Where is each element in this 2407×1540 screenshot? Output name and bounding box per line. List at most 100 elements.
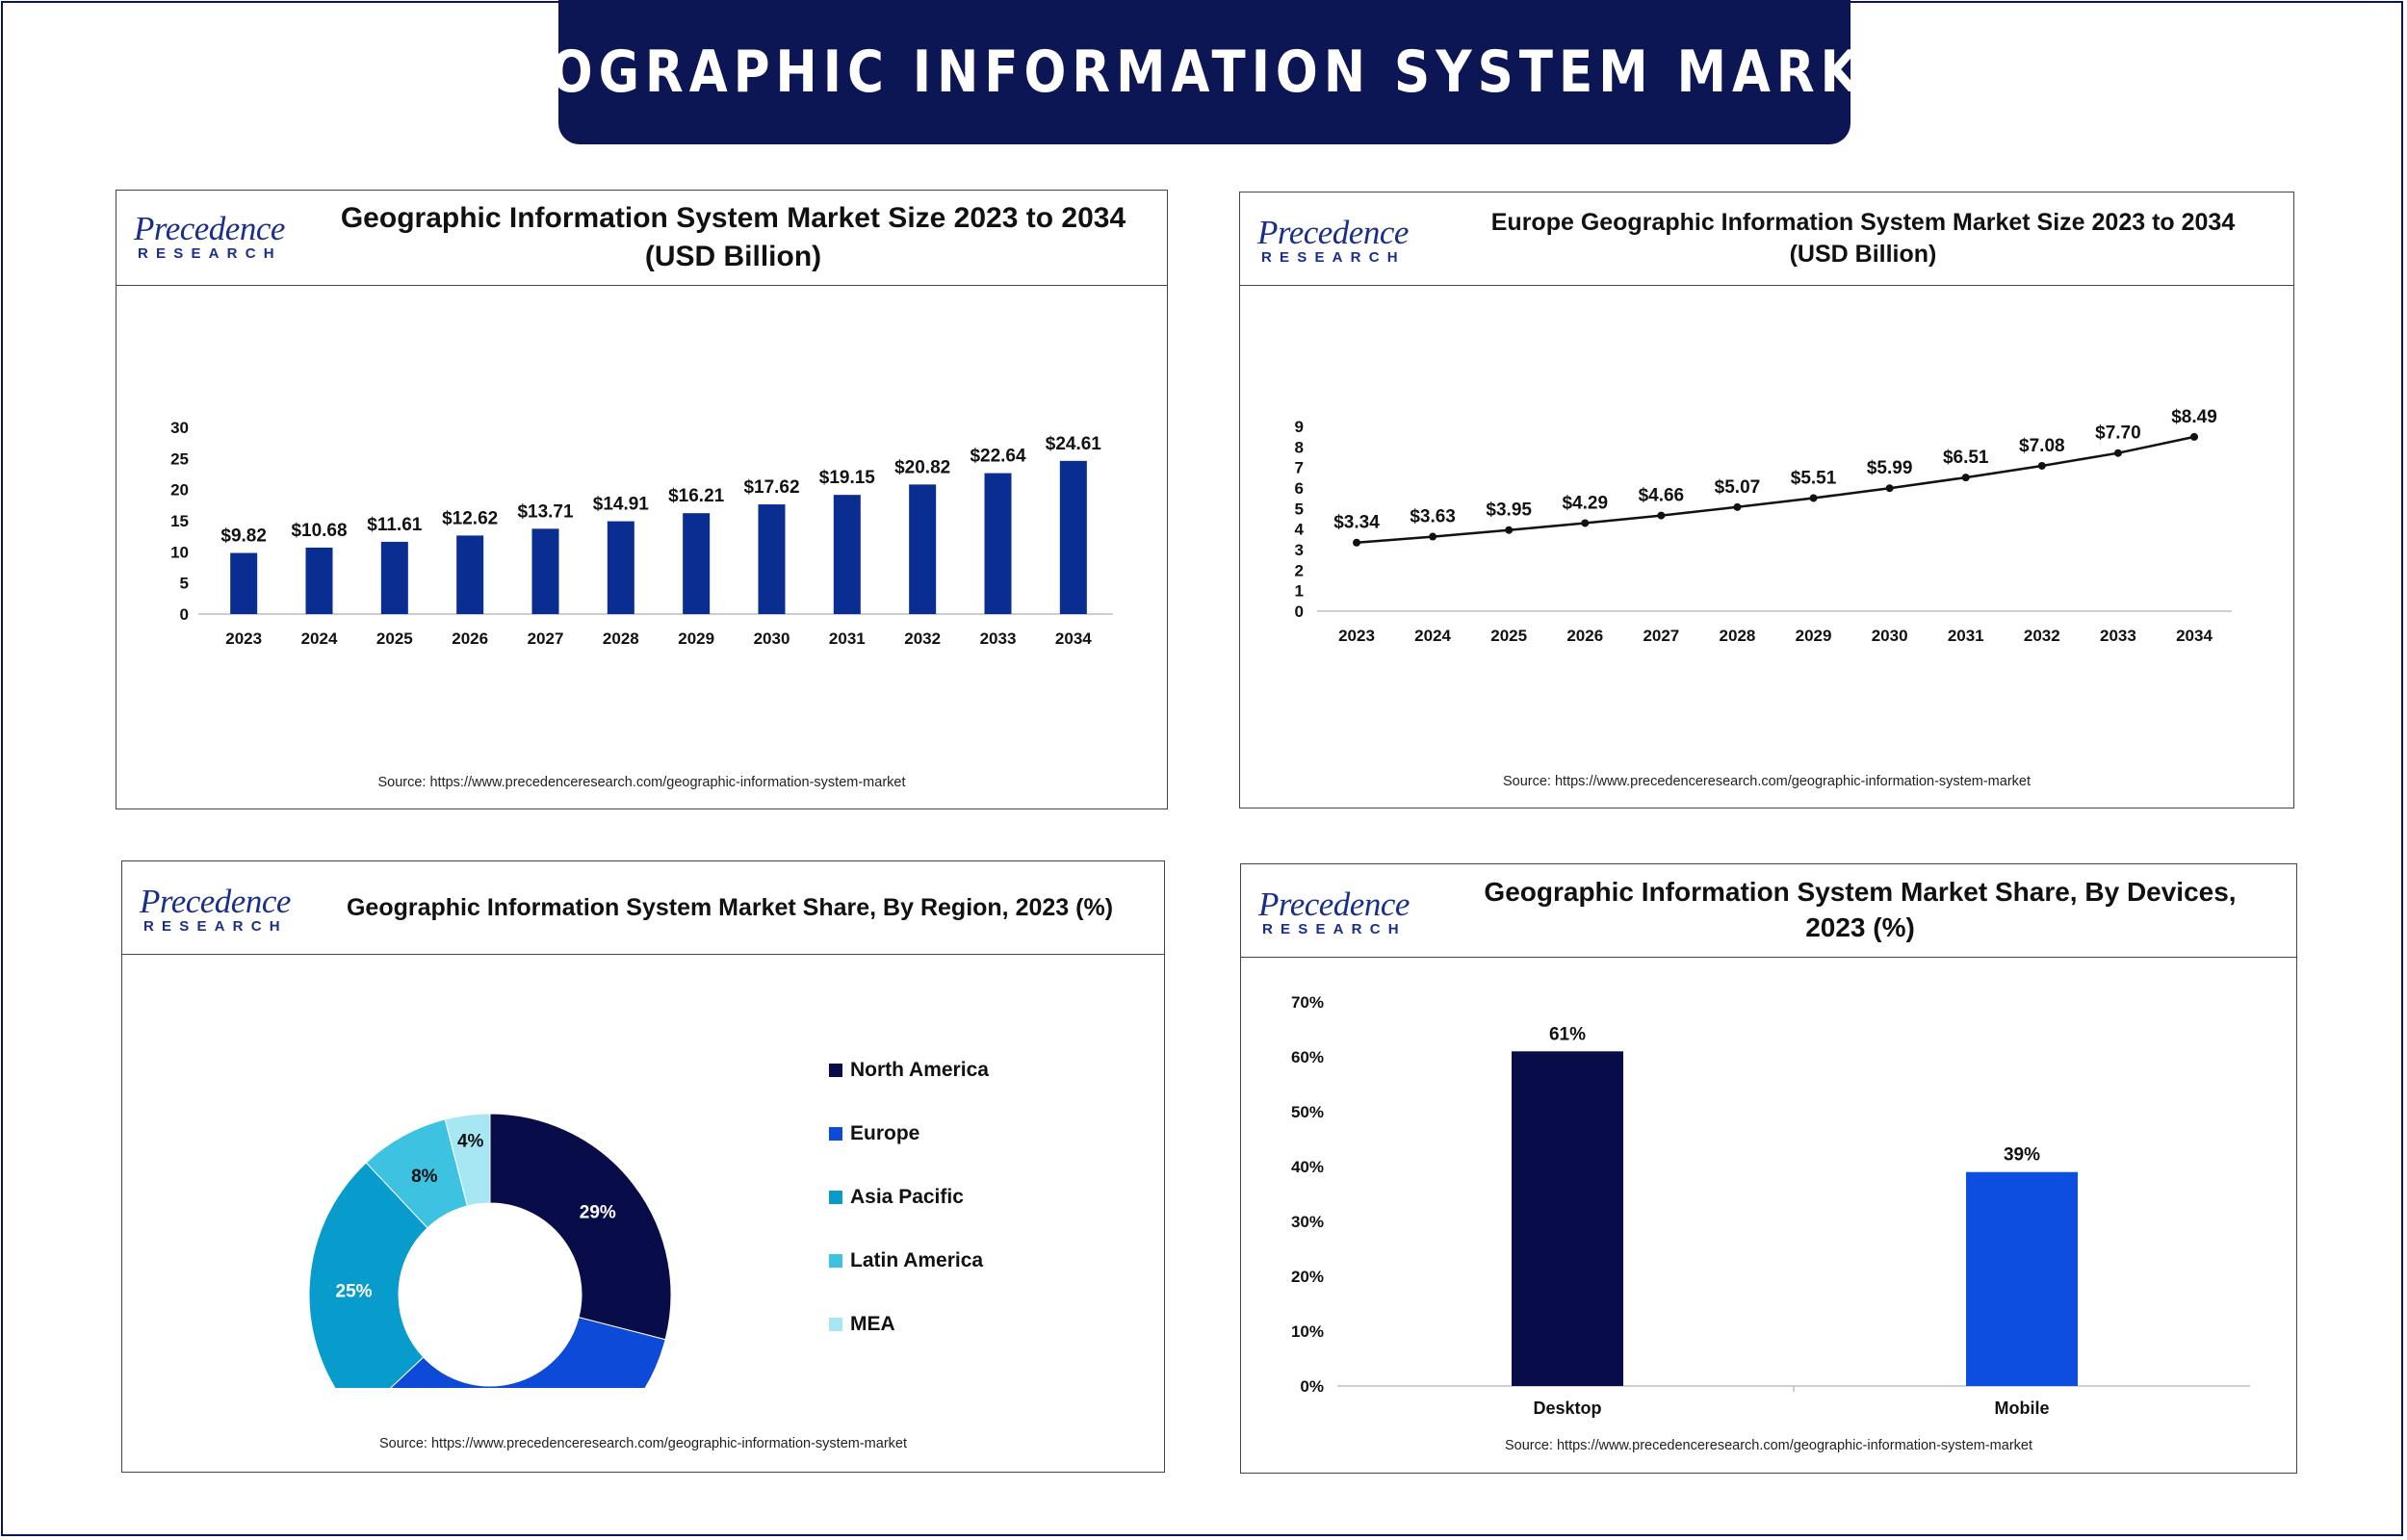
devices-panel: Precedence RESEARCH Geographic Informati… — [1240, 863, 2297, 1474]
y-tick-label: 5 — [1295, 500, 1304, 518]
x-tick-label: 2029 — [1796, 627, 1832, 645]
data-label: $5.99 — [1867, 458, 1913, 478]
legend-item: Asia Pacific — [829, 1166, 989, 1229]
precedence-logo: Precedence RESEARCH — [140, 885, 303, 938]
data-label: $3.95 — [1486, 500, 1532, 521]
bar — [984, 473, 1012, 614]
data-point — [1581, 519, 1590, 527]
panel-header: Precedence RESEARCH Geographic Informati… — [122, 861, 1164, 955]
bar — [305, 547, 333, 614]
region-panel: Precedence RESEARCH Geographic Informati… — [121, 860, 1165, 1473]
data-label: $5.07 — [1715, 477, 1761, 498]
precedence-logo: Precedence RESEARCH — [1258, 887, 1422, 941]
y-tick-label: 0 — [1295, 603, 1304, 621]
y-tick-label: 6 — [1295, 479, 1304, 498]
data-point — [1657, 511, 1666, 520]
data-label: $8.49 — [2171, 407, 2217, 427]
legend-swatch — [829, 1127, 842, 1141]
x-tick-label: 2031 — [1948, 627, 1984, 645]
data-point — [1961, 474, 1970, 482]
bar — [1512, 1051, 1623, 1386]
europe-panel: Precedence RESEARCH Europe Geographic In… — [1239, 192, 2294, 808]
x-tick-label: 2031 — [829, 629, 866, 648]
x-tick-label: 2026 — [452, 629, 488, 648]
logo-wordmark: Precedence — [134, 210, 285, 247]
region-donut-chart: 29%34%25%8%4% — [308, 1113, 672, 1388]
x-tick-label: 2023 — [225, 629, 262, 648]
region-legend: North America Europe Asia Pacific Latin Ame… — [829, 1039, 989, 1356]
legend-label: North America — [850, 1059, 989, 1081]
legend-swatch — [829, 1064, 842, 1077]
bar — [1059, 460, 1087, 614]
legend-swatch — [829, 1254, 842, 1268]
legend-item: Latin America — [829, 1229, 989, 1293]
bar — [758, 504, 786, 614]
y-tick-label: 5 — [180, 575, 189, 593]
y-tick-label: 60% — [1291, 1048, 1324, 1066]
y-tick-label: 7 — [1295, 459, 1304, 477]
y-tick-label: 8 — [1295, 438, 1304, 456]
x-tick-label: 2034 — [1055, 629, 1092, 648]
data-label: $24.61 — [1046, 434, 1102, 454]
data-label: $7.70 — [2095, 424, 2141, 444]
data-label: $4.29 — [1562, 493, 1608, 513]
x-tick-label: 2028 — [603, 629, 639, 648]
panel-header: Precedence RESEARCH Europe Geographic In… — [1240, 192, 2293, 286]
x-tick-label: 2026 — [1566, 627, 1603, 645]
x-tick-label: Mobile — [1995, 1399, 2050, 1418]
bar — [456, 535, 484, 614]
pie-slice — [308, 1162, 428, 1388]
data-label: $12.62 — [442, 508, 498, 528]
logo-wordmark: Precedence — [1258, 886, 1410, 923]
x-tick-label: 2023 — [1338, 627, 1375, 645]
x-tick-label: 2028 — [1720, 627, 1756, 645]
market-size-bar-chart: 051015202530$9.822023$10.682024$11.61202… — [170, 419, 1113, 648]
x-tick-label: 2027 — [1643, 627, 1679, 645]
source-note: Source: https://www.precedenceresearch.c… — [378, 1436, 907, 1451]
data-point — [1429, 532, 1437, 541]
y-tick-label: 30 — [170, 419, 189, 437]
slice-label: 25% — [336, 1282, 373, 1302]
x-tick-label: 2032 — [904, 629, 941, 648]
pie-slice — [444, 1113, 491, 1207]
data-label: $7.08 — [2019, 436, 2065, 456]
x-tick-label: 2033 — [980, 629, 1017, 648]
slice-label: 29% — [580, 1202, 616, 1222]
data-label: $4.66 — [1639, 486, 1685, 506]
x-tick-label: 2034 — [2176, 627, 2213, 645]
x-tick-label: 2033 — [2100, 627, 2136, 645]
devices-bar-chart: 0% 10% 20% 30% 40% 50% 60% 70% 61% Desktop 39% Mobi… — [1291, 993, 2250, 1418]
y-tick-label: 20% — [1291, 1268, 1324, 1286]
europe-title: Europe Geographic Information System Mar… — [1490, 209, 2236, 268]
bar — [531, 528, 559, 614]
bar — [230, 552, 258, 614]
y-tick-label: 40% — [1291, 1158, 1324, 1176]
data-label: $11.61 — [367, 515, 422, 535]
data-label: $6.51 — [1943, 448, 1989, 468]
y-tick-label: 9 — [1295, 418, 1304, 436]
x-tick-label: 2030 — [754, 629, 790, 648]
panel-title-wrap: Geographic Information System Market Sha… — [334, 861, 1126, 954]
legend-label: Europe — [850, 1122, 920, 1144]
pie-slice — [389, 1317, 666, 1388]
data-point — [1353, 538, 1360, 547]
series-line — [1356, 435, 2195, 544]
region-title: Geographic Information System Market Sha… — [346, 893, 1114, 921]
title-banner: GEOGRAPHIC INFORMATION SYSTEM MARKET — [464, 0, 1939, 144]
bar — [683, 513, 711, 614]
y-tick-label: 70% — [1291, 993, 1324, 1012]
legend-swatch — [829, 1318, 842, 1331]
y-tick-label: 0 — [180, 605, 189, 624]
precedence-logo: Precedence RESEARCH — [134, 212, 298, 266]
precedence-logo: Precedence RESEARCH — [1257, 216, 1421, 270]
data-point — [2190, 432, 2198, 441]
panel-header: Precedence RESEARCH Geographic Informati… — [1241, 864, 2296, 958]
bar — [607, 521, 634, 614]
data-label: $16.21 — [668, 486, 725, 506]
data-label: $5.51 — [1791, 468, 1837, 488]
europe-line-chart: 0 1 2 3 4 5 6 7 8 9 $3.34 2023 $3.63 2024 $3.95 2025 $4.… — [1295, 407, 2232, 645]
source-note: Source: https://www.precedenceresearch.c… — [1504, 1438, 2032, 1453]
y-tick-label: 4 — [1295, 521, 1305, 539]
panel-header: Precedence RESEARCH Geographic Informati… — [116, 191, 1167, 286]
data-label: $19.15 — [819, 468, 876, 488]
